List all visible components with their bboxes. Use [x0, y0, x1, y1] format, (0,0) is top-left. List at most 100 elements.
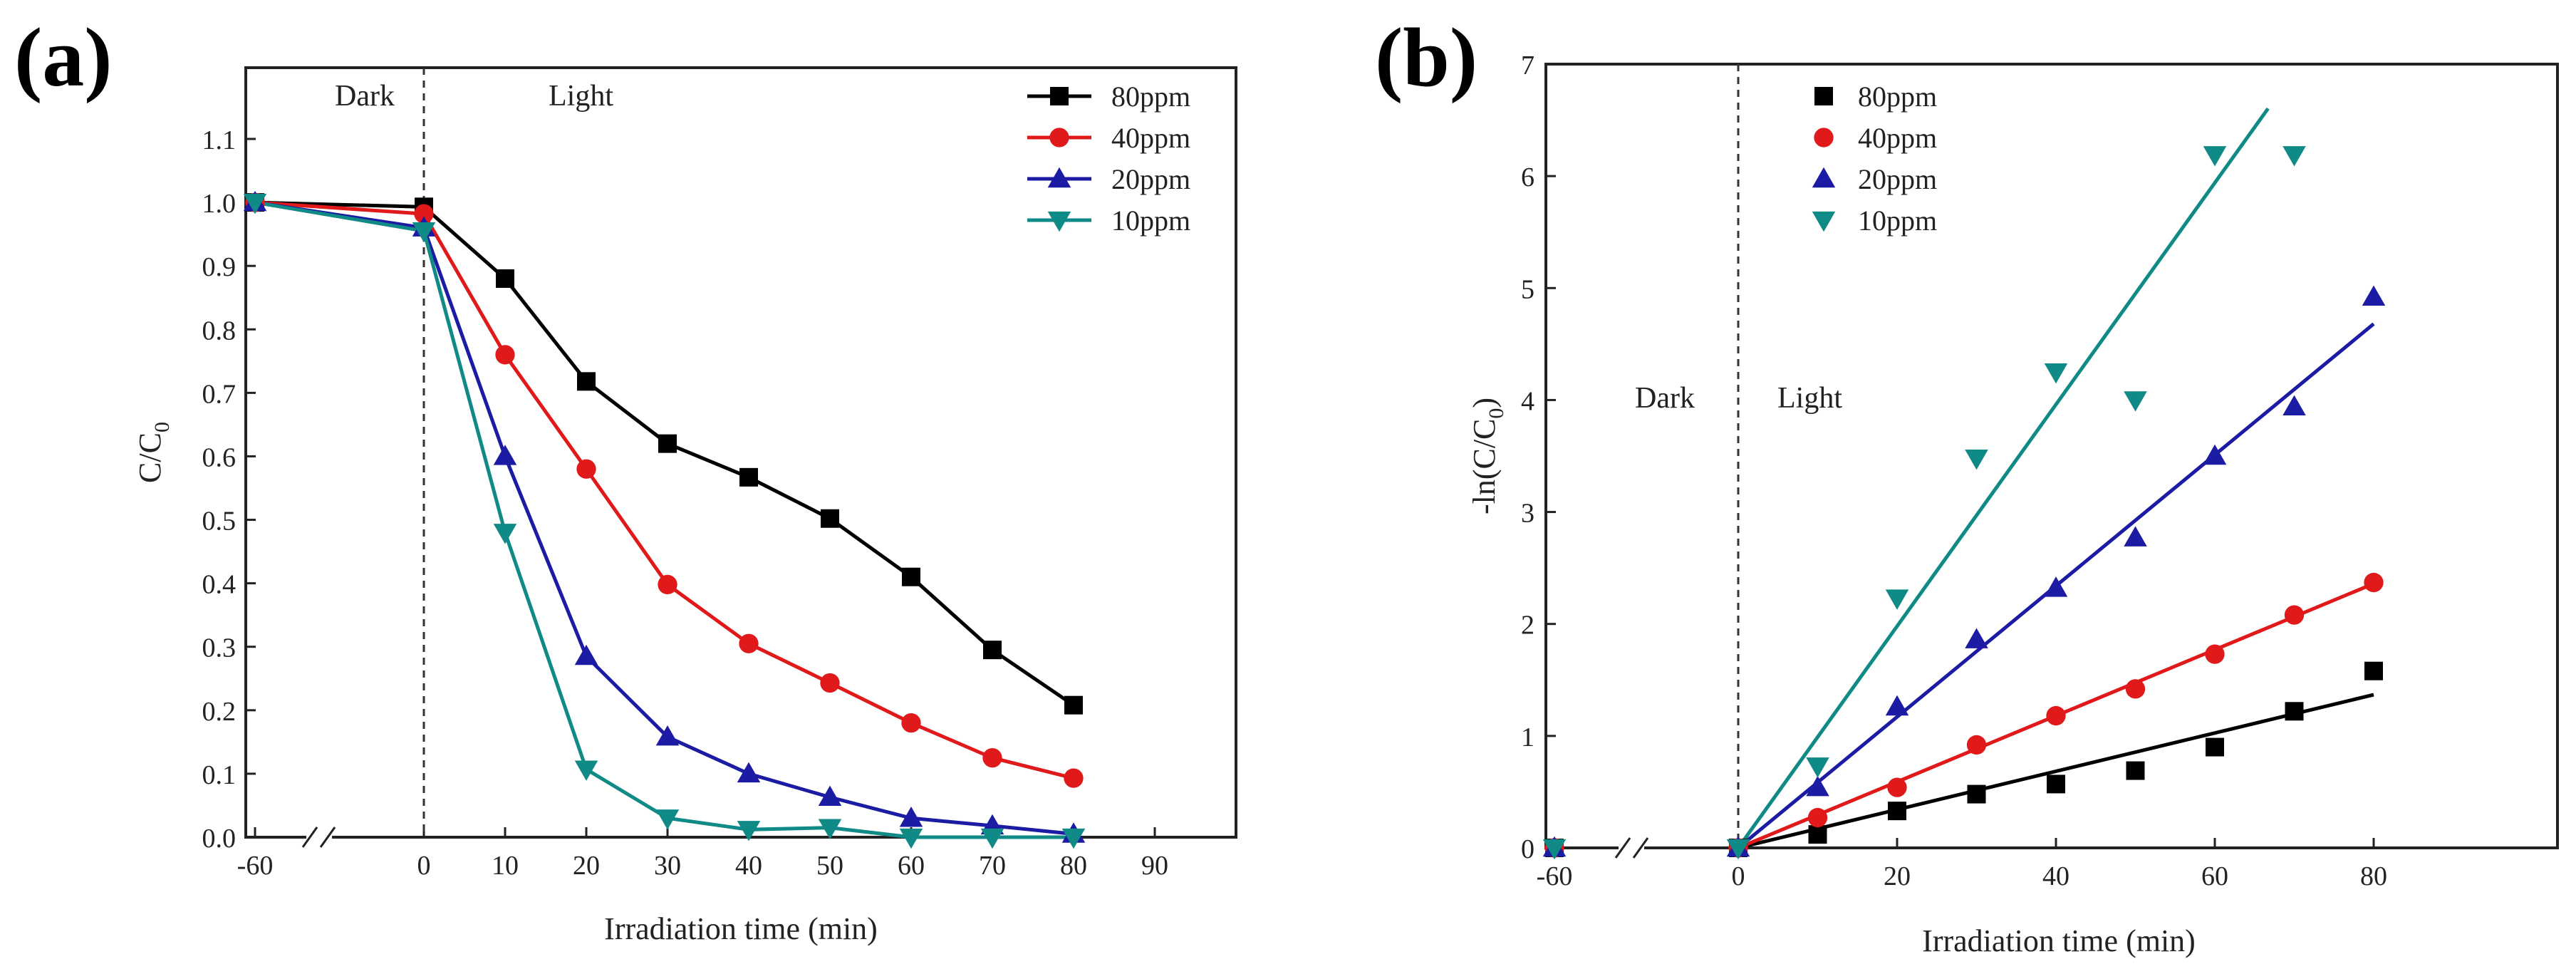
panel-b-point-10ppm [1542, 839, 1567, 860]
panel-b-x-tick-label: 0 [1732, 861, 1745, 891]
panel-b-point-20ppm [2362, 285, 2386, 306]
panel-a-x-tick-label: 70 [979, 851, 1006, 881]
panel-b-point-10ppm [1885, 589, 1909, 610]
panel-a-x-tick-label: 80 [1060, 851, 1087, 881]
panel-b-point-20ppm [2124, 526, 2147, 546]
panel-b-y-tick-label: 2 [1521, 611, 1534, 641]
panel-a-point-80ppm [577, 372, 596, 391]
panel-b-axis-break-mark [1632, 837, 1649, 859]
panel-b-point-80ppm [2364, 661, 2383, 680]
panel-b-legend-marker-40ppm [1814, 128, 1834, 147]
panel-b-fit-lines [1736, 107, 2375, 850]
panel-a-point-80ppm [983, 641, 1002, 660]
panel-a-light-annotation: Light [549, 80, 613, 113]
panel-a-y-tick-label: 0.6 [202, 442, 237, 472]
panel-b-point-10ppm [2203, 146, 2227, 167]
panel-a-y-tick-label: 0.9 [202, 252, 237, 282]
panel-a-legend-label-80ppm: 80ppm [1111, 81, 1190, 113]
panel-b-y-axis-label: -ln(C/C0) [1467, 398, 1508, 514]
panel-b-point-80ppm [2047, 774, 2065, 794]
panel-b-point-20ppm [1806, 775, 1829, 797]
panel-b-legend-label-10ppm: 10ppm [1858, 204, 1937, 237]
panel-a-point-20ppm [493, 445, 517, 465]
panel-b-y-tick-label: 3 [1521, 499, 1534, 529]
panel-b-point-80ppm [1888, 802, 1906, 821]
panel-a-point-10ppm [493, 524, 517, 544]
panel-b-point-40ppm [2125, 679, 2146, 699]
panel-a-y-tick-label: 0.4 [202, 570, 237, 600]
panel-a-x-tick-label: 20 [573, 851, 600, 881]
panel-b-point-80ppm [1967, 784, 1986, 804]
panel-b-point-10ppm [2282, 146, 2306, 167]
panel-a-x-tick-label: 90 [1141, 851, 1168, 881]
panel-b-y-axis-label-main: -ln(C/C [1467, 419, 1502, 514]
panel-b-point-40ppm [1807, 807, 1828, 828]
panel-a-point-10ppm [412, 222, 436, 243]
panel-b-point-20ppm [2203, 444, 2227, 465]
panel-a-y-tick-label: 0.3 [202, 633, 237, 663]
panel-a-x-tick-label: 40 [735, 851, 762, 881]
panel-b-y-tick-label: 1 [1521, 722, 1534, 752]
panel-b-point-80ppm [1808, 825, 1827, 844]
panel-b-point-80ppm [2206, 737, 2224, 757]
panel-a-point-40ppm [1064, 768, 1084, 788]
panel-b-point-20ppm [1965, 628, 1988, 648]
panel-b-light-annotation: Light [1777, 382, 1842, 415]
panel-a-legend-marker-40ppm [1049, 128, 1069, 147]
panel-a-series-line-20ppm [254, 200, 1074, 836]
panel-b-point-20ppm [2044, 576, 2068, 597]
panel-a-point-40ppm [901, 713, 921, 733]
panel-a-point-40ppm [982, 747, 1002, 768]
panel-a-axes: 0.0 0.1 0.2 0.3 0.4 0.5 0.6 0.7 0.8 0.9 1.0 1.1 -60 0… [202, 68, 1168, 881]
panel-a-series-line-80ppm [254, 200, 1075, 707]
panel-b-point-10ppm [1965, 449, 1988, 470]
panel-a-legend-label-40ppm: 40ppm [1111, 122, 1190, 154]
panel-a-legend: 80ppm 40ppm 20ppm 10ppm [1027, 81, 1190, 237]
panel-a-y-tick-label: 0.5 [202, 507, 237, 537]
panel-a-point-10ppm [655, 809, 680, 830]
panel-a-y-tick-label: 1.0 [202, 189, 237, 219]
panel-b-point-40ppm [2046, 705, 2066, 726]
panel-a-point-80ppm [739, 467, 758, 487]
panel-a-x-tick-label: 0 [417, 851, 431, 881]
panel-a-point-10ppm [818, 819, 842, 839]
panel-b-legend-marker-10ppm [1812, 211, 1836, 232]
panel-a-point-10ppm [737, 821, 761, 841]
panel-b-y-tick-label: 0 [1521, 834, 1534, 864]
panel-b-point-80ppm [2285, 702, 2304, 721]
panel-a-data-points [243, 190, 1086, 849]
panel-b-point-40ppm [1887, 777, 1907, 797]
panel-b-legend-label-20ppm: 20ppm [1858, 163, 1937, 195]
panel-a-label: (a) [14, 11, 113, 104]
panel-b-point-40ppm [2364, 572, 2384, 593]
panel-b-x-tick-label: -60 [1537, 861, 1573, 891]
panel-b-legend: 80ppm 40ppm 20ppm 10ppm [1812, 81, 1937, 237]
panel-a-point-40ppm [658, 574, 677, 595]
panel-b-point-40ppm [2284, 605, 2305, 625]
panel-a-point-40ppm [739, 633, 759, 653]
panel-a-x-tick-label: 60 [898, 851, 925, 881]
panel-b-point-40ppm [1966, 735, 1987, 755]
panel-a-point-20ppm [655, 725, 680, 746]
panel-b-point-10ppm [2124, 391, 2147, 412]
panel-b-x-tick-label: 40 [2042, 861, 2069, 891]
panel-b-plot-frame [1544, 63, 2559, 849]
panel-a-point-10ppm [574, 760, 598, 781]
panel-a-point-80ppm [658, 434, 677, 453]
panel-a-point-40ppm [414, 204, 434, 224]
panel-b-y-tick-label: 4 [1521, 386, 1534, 416]
panel-b-fit-line-10ppm [1736, 107, 2270, 849]
panel-b-point-10ppm [1806, 757, 1829, 778]
panel-b-legend-marker-80ppm [1814, 87, 1833, 105]
panel-b-y-axis-label-end: ) [1467, 398, 1502, 408]
panel-a-series-lines [254, 200, 1075, 839]
panel-b-point-40ppm [2205, 644, 2225, 664]
panel-a-point-80ppm [1064, 695, 1083, 715]
panel-b-axis-break-mark [1614, 837, 1631, 859]
panel-a-point-10ppm [1061, 828, 1086, 849]
panel-b-x-tick-label: 80 [2360, 861, 2387, 891]
panel-b-point-20ppm [1885, 695, 1909, 716]
panel-a-y-axis-label: C/C0 [133, 422, 174, 483]
panel-a-legend-marker-20ppm [1047, 167, 1071, 188]
